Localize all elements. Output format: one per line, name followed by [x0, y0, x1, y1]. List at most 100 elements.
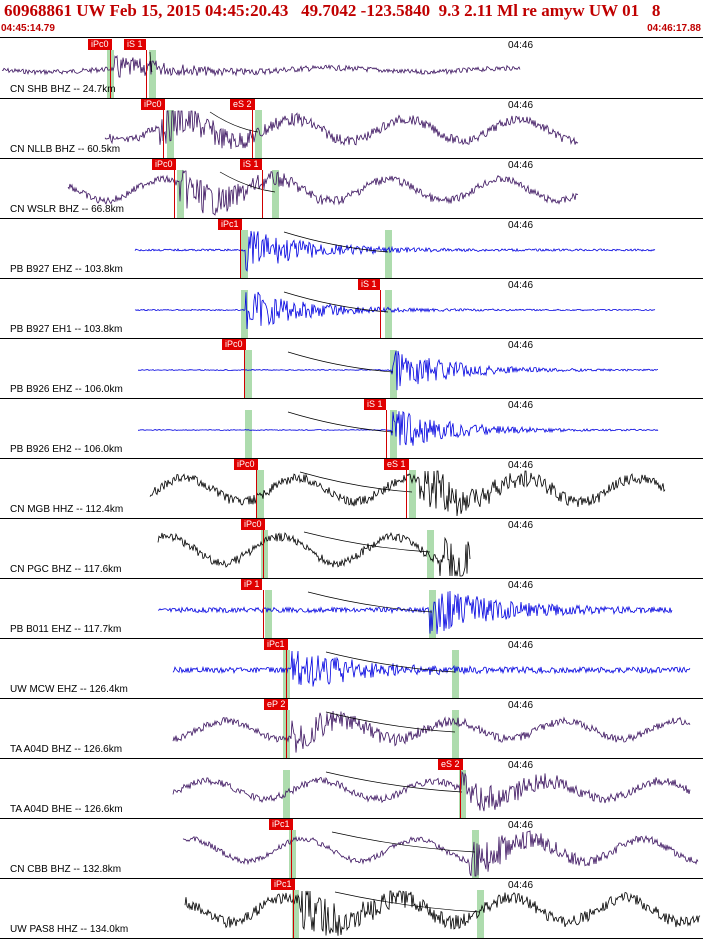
station-label: CN WSLR BHZ -- 66.8km [10, 204, 124, 215]
trace-line [157, 531, 471, 577]
travel-time-curve [283, 291, 389, 313]
trace-panel[interactable]: eP 2 04:46 TA A04D BHZ -- 126.6km [0, 698, 703, 759]
travel-time-curve [287, 351, 394, 373]
trace-panel[interactable]: iPc1 04:46 CN CBB BHZ -- 132.8km [0, 818, 703, 879]
s-pick-marker [149, 50, 156, 98]
phase-pick-tag[interactable]: iPc0 [152, 159, 176, 170]
phase-pick-tag[interactable]: iPc1 [218, 219, 242, 230]
pick-line [146, 50, 147, 98]
pick-line [163, 110, 164, 158]
pick-line [263, 590, 264, 638]
trace-panel[interactable]: iPc1 04:46 UW MCW EHZ -- 126.4km [0, 638, 703, 699]
phase-pick-tag[interactable]: iPc1 [271, 879, 295, 890]
pick-line [460, 770, 461, 818]
waveform [134, 291, 656, 330]
trace-panel[interactable]: iPc0 eS 1 04:46 CN MGB HHZ -- 112.4km [0, 458, 703, 519]
trace-panel[interactable]: iPc0 04:46 PB B926 EHZ -- 106.0km [0, 338, 703, 399]
trace-line [104, 110, 579, 150]
phase-pick-tag[interactable]: iPc0 [222, 339, 246, 350]
pick-line [406, 470, 407, 518]
trace-panel[interactable]: iPc0 04:46 CN PGC BHZ -- 117.6km [0, 518, 703, 579]
trace-panel[interactable]: iPc0 eS 2 04:46 CN NLLB BHZ -- 60.5km [0, 98, 703, 159]
trace-line [157, 590, 673, 635]
p-pick-marker [265, 590, 272, 638]
event-header: 60968861 UW Feb 15, 2015 04:45:20.43 49.… [0, 0, 703, 38]
travel-time-curve [283, 231, 389, 253]
trace-panel[interactable]: iS 1 04:46 PB B926 EH2 -- 106.0km [0, 398, 703, 459]
phase-pick-tag[interactable]: eP 2 [264, 699, 289, 710]
trace-panel[interactable]: iPc1 04:46 PB B927 EHZ -- 103.8km [0, 218, 703, 279]
trace-line [1, 54, 521, 78]
trace-panel[interactable]: iS 1 04:46 PB B927 EH1 -- 103.8km [0, 278, 703, 339]
station-label: CN PGC BHZ -- 117.6km [10, 564, 122, 575]
trace-line [172, 711, 691, 753]
travel-time-curve [325, 771, 463, 793]
travel-time-curve [287, 411, 394, 433]
phase-pick-tag[interactable]: iS 1 [358, 279, 380, 290]
phase-pick-tag[interactable]: iS 1 [240, 159, 262, 170]
waveform [172, 770, 691, 812]
trace-panel[interactable]: iP 1 04:46 PB B011 EHZ -- 117.7km [0, 578, 703, 639]
waveform [149, 470, 666, 517]
trace-panel[interactable]: iPc1 04:46 UW PAS8 HHZ -- 134.0km [0, 878, 703, 939]
window-start-time: 04:45:14.79 [1, 23, 55, 34]
travel-time-curve [334, 891, 481, 913]
waveform [137, 350, 659, 391]
p-pick-marker [245, 410, 252, 458]
pick-line [240, 230, 241, 278]
waveform [182, 830, 699, 877]
phase-pick-tag[interactable]: iP 1 [241, 579, 263, 590]
trace-line [182, 830, 699, 877]
minute-tick-label: 04:46 [508, 880, 534, 891]
travel-time-curve [219, 171, 276, 193]
pick-line [386, 410, 387, 458]
phase-pick-tag[interactable]: iPc1 [269, 819, 293, 830]
waveform [157, 531, 471, 577]
trace-panel[interactable]: iPc0 iS 1 04:46 CN WSLR BHZ -- 66.8km [0, 158, 703, 219]
trace-line [172, 770, 691, 812]
station-label: UW MCW EHZ -- 126.4km [10, 684, 128, 695]
phase-pick-tag[interactable]: eS 2 [438, 759, 463, 770]
trace-line [137, 410, 659, 446]
minute-tick-label: 04:46 [508, 40, 534, 51]
minute-tick-label: 04:46 [508, 340, 534, 351]
pick-line [286, 650, 287, 698]
trace-panel[interactable]: iPc0 iS 1 04:46 CN SHB BHZ -- 24.7km [0, 38, 703, 99]
pick-line [263, 530, 264, 578]
s-pick-marker [385, 290, 392, 338]
phase-pick-tag[interactable]: iS 1 [364, 399, 386, 410]
station-label: PB B926 EHZ -- 106.0km [10, 384, 123, 395]
pick-line [262, 170, 263, 218]
travel-time-curve [307, 591, 433, 613]
phase-pick-tag[interactable]: eS 2 [230, 99, 255, 110]
station-label: TA A04D BHZ -- 126.6km [10, 744, 123, 755]
trace-panel[interactable]: eS 2 04:46 TA A04D BHE -- 126.6km [0, 758, 703, 819]
p-pick-marker [245, 350, 252, 398]
travel-time-curve [325, 651, 456, 673]
travel-time-curve [149, 51, 153, 73]
phase-pick-tag[interactable]: iPc0 [88, 39, 112, 50]
phase-pick-tag[interactable]: iPc0 [141, 99, 165, 110]
waveform [1, 51, 521, 78]
window-end-time: 04:46:17.88 [647, 23, 701, 34]
trace-line [134, 230, 656, 272]
travel-time-curve [325, 711, 456, 733]
waveform [67, 169, 579, 216]
minute-tick-label: 04:46 [508, 760, 534, 771]
waveform [137, 410, 659, 446]
phase-pick-tag[interactable]: iPc0 [234, 459, 258, 470]
travel-time-curve [303, 531, 431, 553]
phase-pick-tag[interactable]: iPc0 [241, 519, 265, 530]
s-pick-marker [472, 830, 479, 878]
station-label: PB B011 EHZ -- 117.7km [10, 624, 122, 635]
s-pick-marker [429, 590, 436, 638]
p-pick-marker [241, 230, 248, 278]
pick-line [380, 290, 381, 338]
phase-pick-tag[interactable]: iS 1 [124, 39, 146, 50]
pick-line [174, 170, 175, 218]
p-pick-marker [283, 770, 290, 818]
seismogram-traces: iPc0 iS 1 04:46 CN SHB BHZ -- 24.7km iPc0 eS … [0, 38, 703, 939]
waveform [157, 590, 673, 635]
phase-pick-tag[interactable]: iPc1 [264, 639, 288, 650]
phase-pick-tag[interactable]: eS 1 [384, 459, 409, 470]
